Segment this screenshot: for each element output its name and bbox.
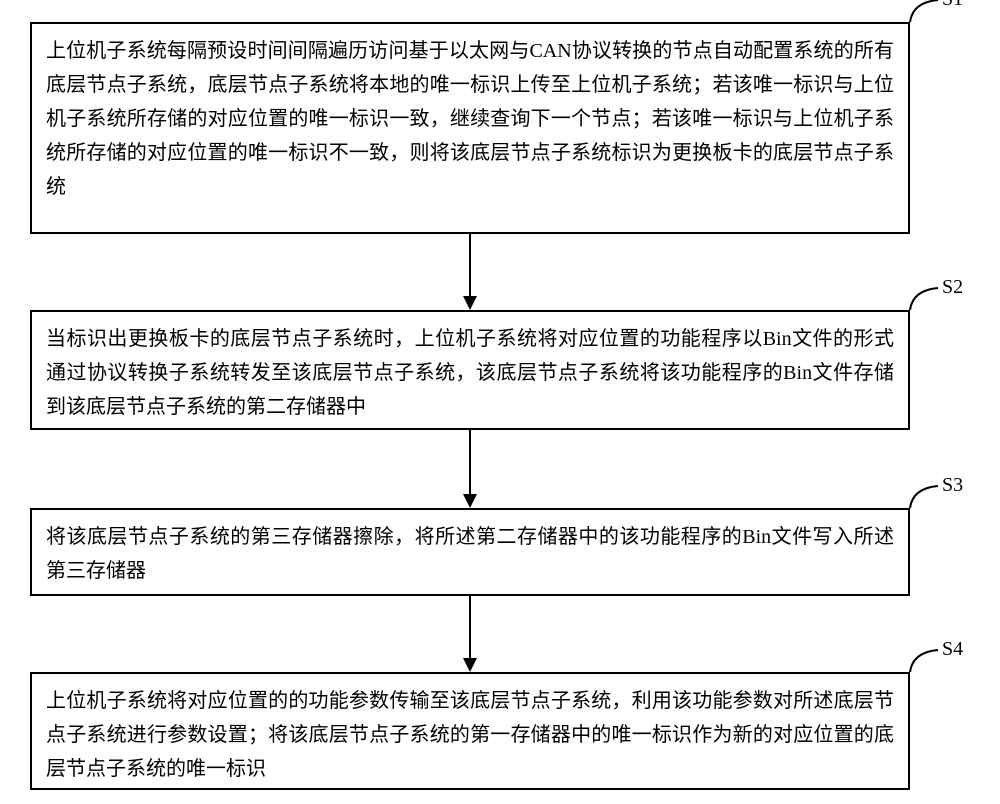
step-box-s2: 当标识出更换板卡的底层节点子系统时，上位机子系统将对应位置的功能程序以Bin文件… [30,310,910,430]
step-label-text: S4 [942,638,963,660]
step-box-s3: 将该底层节点子系统的第三存储器擦除，将所述第二存储器中的该功能程序的Bin文件写… [30,508,910,596]
step-label-s3: S3 [942,474,963,497]
step-label-s4: S4 [942,638,963,661]
step-box-s4: 上位机子系统将对应位置的的功能参数传输至该底层节点子系统，利用该功能参数对所述底… [30,672,910,790]
step-label-s1: S1 [942,0,963,11]
step-text: 上位机子系统每隔预设时间间隔遍历访问基于以太网与CAN协议转换的节点自动配置系统… [46,40,894,198]
step-label-text: S2 [942,276,963,298]
flowchart-canvas: 上位机子系统每隔预设时间间隔遍历访问基于以太网与CAN协议转换的节点自动配置系统… [0,0,1000,804]
step-text: 将该底层节点子系统的第三存储器擦除，将所述第二存储器中的该功能程序的Bin文件写… [46,526,894,582]
step-text: 上位机子系统将对应位置的的功能参数传输至该底层节点子系统，利用该功能参数对所述底… [46,690,894,780]
step-label-s2: S2 [942,276,963,299]
step-box-s1: 上位机子系统每隔预设时间间隔遍历访问基于以太网与CAN协议转换的节点自动配置系统… [30,22,910,234]
step-label-text: S1 [942,0,963,10]
step-label-text: S3 [942,474,963,496]
step-text: 当标识出更换板卡的底层节点子系统时，上位机子系统将对应位置的功能程序以Bin文件… [46,328,894,418]
